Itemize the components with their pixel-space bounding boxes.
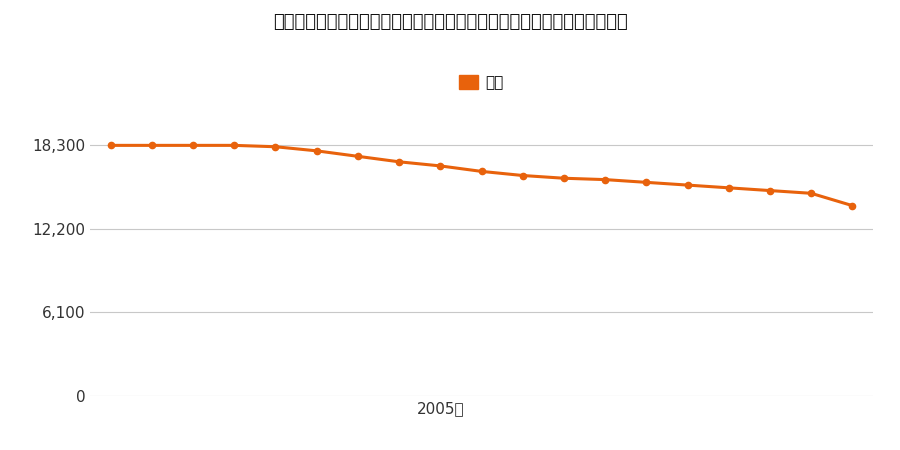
Legend: 価格: 価格 (454, 69, 509, 96)
Text: 栃木県下都賀郡壬生町大字羽生田字前川原２３４６番４外１筆の地価推移: 栃木県下都賀郡壬生町大字羽生田字前川原２３４６番４外１筆の地価推移 (273, 14, 627, 32)
